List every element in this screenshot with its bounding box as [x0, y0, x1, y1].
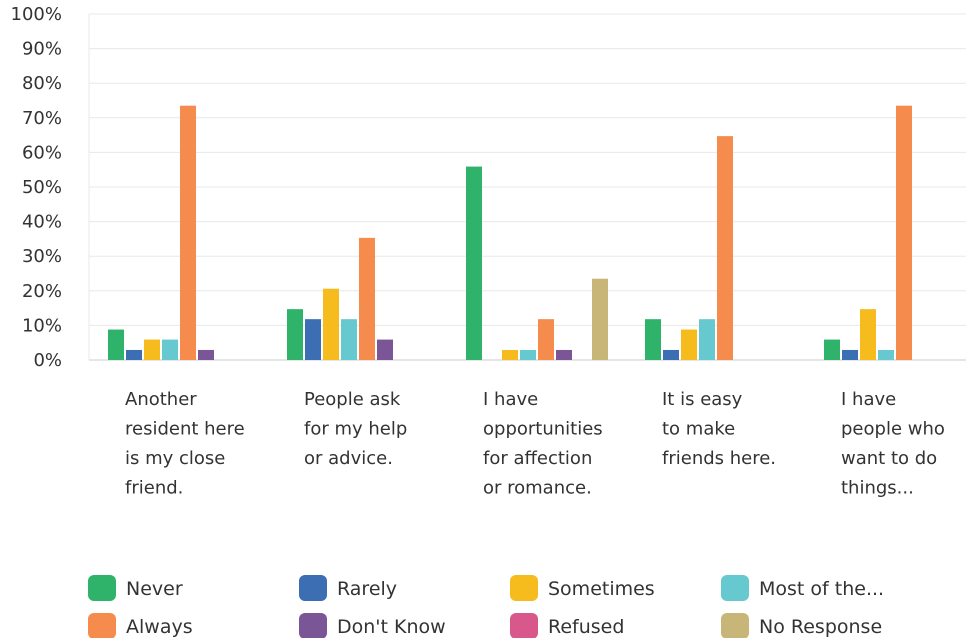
- x-category-label: I have people who want to do things...: [841, 389, 945, 499]
- bar-never-4: [645, 319, 661, 360]
- legend-label: Always: [126, 616, 193, 638]
- bar-most-of-the-1: [162, 339, 178, 360]
- y-tick-label: 60%: [22, 142, 62, 163]
- legend-item: Refused: [510, 613, 624, 638]
- legend-item: No Response: [721, 613, 882, 638]
- legend-label: Never: [126, 578, 183, 600]
- gridlines: [88, 13, 966, 361]
- legend-item: Always: [88, 613, 193, 638]
- bar-never-5: [824, 339, 840, 360]
- y-tick-label: 10%: [22, 315, 62, 336]
- legend-label: Most of the...: [759, 578, 884, 600]
- bar-never-1: [108, 329, 124, 360]
- legend-swatch: [88, 575, 116, 601]
- x-category-label: I have opportunities for affection or roman…: [483, 389, 603, 499]
- y-tick-label: 100%: [11, 4, 62, 25]
- bars: [108, 105, 912, 360]
- x-category-label: People ask for my help or advice.: [304, 389, 407, 469]
- bar-sometimes-4: [681, 329, 697, 360]
- legend: Never Rarely Sometimes Most of the... Always…: [88, 575, 884, 638]
- bar-most-of-the-2: [341, 319, 357, 360]
- bar-always-1: [180, 105, 196, 360]
- bar-always-4: [717, 136, 733, 360]
- y-tick-label: 0%: [33, 350, 62, 371]
- legend-item: Never: [88, 575, 183, 601]
- bar-always-5: [896, 105, 912, 360]
- x-category-label: It is easy to make friends here.: [662, 389, 776, 469]
- legend-item: Rarely: [299, 575, 397, 601]
- bar-rarely-5: [842, 349, 858, 360]
- legend-swatch: [510, 613, 538, 638]
- bar-sometimes-3: [502, 349, 518, 360]
- legend-item: Don't Know: [299, 613, 446, 638]
- legend-label: Rarely: [337, 578, 397, 600]
- legend-label: Don't Know: [337, 616, 446, 638]
- bar-don-t-know-1: [198, 349, 214, 360]
- y-tick-label: 40%: [22, 212, 62, 233]
- x-axis-category-labels: Another resident here is my close friend. Pe…: [125, 389, 945, 499]
- legend-item: Most of the...: [721, 575, 884, 601]
- legend-item: Sometimes: [510, 575, 655, 601]
- bar-sometimes-2: [323, 288, 339, 360]
- bar-never-2: [287, 309, 303, 360]
- y-tick-label: 50%: [22, 177, 62, 198]
- legend-label: No Response: [759, 616, 882, 638]
- bar-most-of-the-5: [878, 349, 894, 360]
- bar-rarely-4: [663, 349, 679, 360]
- y-axis-ticks: 0% 10% 20% 30% 40% 50% 60% 70% 80% 90% 100%: [11, 4, 62, 371]
- y-tick-label: 80%: [22, 73, 62, 94]
- y-tick-label: 20%: [22, 281, 62, 302]
- legend-swatch: [721, 613, 749, 638]
- bar-no-response-3: [592, 278, 608, 360]
- y-tick-label: 90%: [22, 39, 62, 60]
- y-tick-label: 70%: [22, 108, 62, 129]
- legend-swatch: [88, 613, 116, 638]
- x-category-label: Another resident here is my close friend.: [125, 389, 245, 499]
- y-tick-label: 30%: [22, 246, 62, 267]
- legend-swatch: [721, 575, 749, 601]
- bar-don-t-know-3: [556, 349, 572, 360]
- bar-sometimes-1: [144, 339, 160, 360]
- legend-label: Sometimes: [548, 578, 655, 600]
- bar-most-of-the-3: [520, 349, 536, 360]
- bar-rarely-1: [126, 349, 142, 360]
- legend-label: Refused: [548, 616, 624, 638]
- bar-rarely-2: [305, 319, 321, 360]
- legend-swatch: [299, 613, 327, 638]
- bar-never-3: [466, 166, 482, 360]
- legend-swatch: [510, 575, 538, 601]
- legend-swatch: [299, 575, 327, 601]
- bar-sometimes-5: [860, 309, 876, 360]
- bar-don-t-know-2: [377, 339, 393, 360]
- bar-most-of-the-4: [699, 319, 715, 360]
- bar-always-2: [359, 237, 375, 360]
- bar-always-3: [538, 319, 554, 360]
